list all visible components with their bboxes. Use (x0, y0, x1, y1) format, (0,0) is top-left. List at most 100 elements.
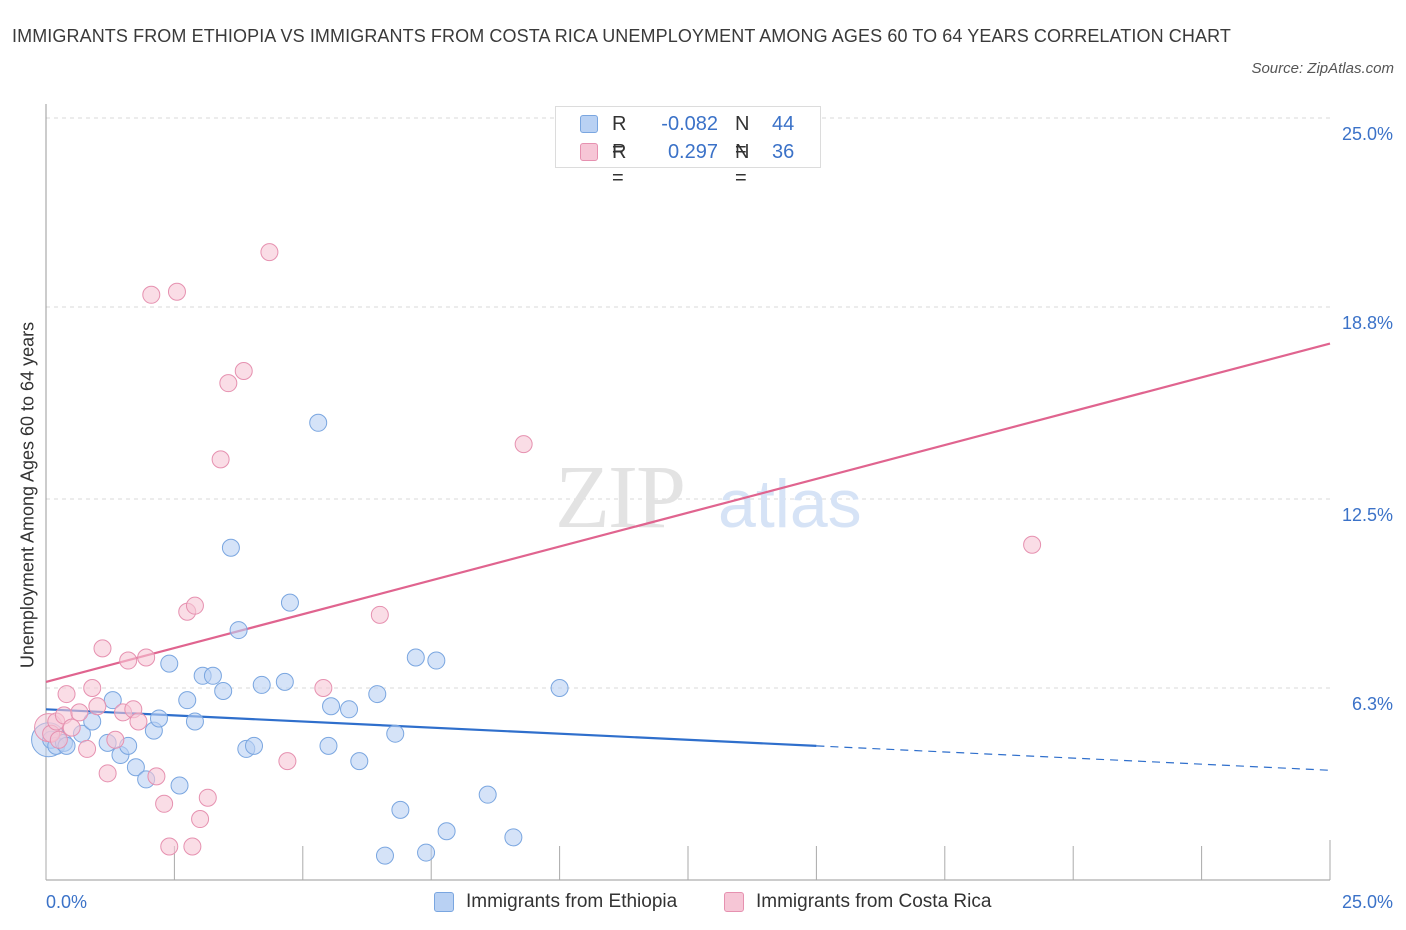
costa-rica-point (147, 767, 166, 786)
costa-rica-point (106, 730, 125, 749)
bottom-legend-ethiopia: Immigrants from Ethiopia (434, 888, 704, 916)
ethiopia-swatch (580, 115, 598, 133)
ethiopia-point (427, 651, 446, 670)
y-tick-label: 25.0% (1342, 124, 1393, 144)
ethiopia-point (309, 413, 328, 432)
ethiopia-legend-swatch (434, 892, 454, 912)
r-value: 0.297 (667, 141, 718, 163)
n-label: N = (735, 113, 750, 161)
costa-rica-point (78, 739, 97, 758)
n-value: 44 (772, 113, 795, 135)
costa-rica-point (137, 648, 156, 667)
costa-rica-point (83, 678, 102, 697)
ethiopia-point (252, 675, 271, 694)
ethiopia-point (221, 538, 240, 557)
costa-rica-point (49, 730, 68, 749)
costa-rica-point (62, 718, 81, 737)
watermark-zip: ZIP (555, 448, 684, 547)
r-value: -0.082 (661, 113, 718, 135)
watermark: ZIP atlas (555, 448, 862, 547)
costa-rica-point (370, 605, 389, 624)
ethiopia-point (126, 758, 145, 777)
ethiopia-point (368, 685, 387, 704)
ethiopia-point (406, 648, 425, 667)
costa-rica-point (160, 837, 179, 856)
costa-rica-point (191, 810, 210, 829)
ethiopia-point (275, 672, 294, 691)
ethiopia-point (375, 846, 394, 865)
chart-title: IMMIGRANTS FROM ETHIOPIA VS IMMIGRANTS F… (12, 26, 1231, 46)
ethiopia-point (160, 654, 179, 673)
ethiopia-point (280, 593, 299, 612)
r-label: R = (612, 113, 627, 161)
costa-rica-point (185, 596, 204, 615)
x-tick-label: 0.0% (46, 892, 87, 912)
ethiopia-points (31, 413, 569, 865)
ethiopia-point (437, 822, 456, 841)
costa-rica-swatch (580, 143, 598, 161)
y-axis-title: Unemployment Among Ages 60 to 64 years (17, 321, 38, 669)
ethiopia-legend-label: Immigrants from Ethiopia (466, 891, 678, 912)
costa-rica-point (198, 788, 217, 807)
costa-rica-point (514, 435, 533, 454)
y-tick-label: 18.8% (1342, 313, 1393, 333)
costa-rica-point (119, 651, 138, 670)
gridlines (46, 117, 1330, 689)
ethiopia-point (504, 828, 523, 847)
costa-rica-legend-label: Immigrants from Costa Rica (756, 891, 992, 912)
costa-rica-point (314, 678, 333, 697)
tick-labels: 6.3% 12.5% 18.8% 25.0% 0.0% 25.0% (46, 124, 1393, 912)
ethiopia-point (417, 843, 436, 862)
ethiopia-point (245, 736, 264, 755)
costa-rica-point (167, 282, 186, 301)
ethiopia-point (340, 700, 359, 719)
ethiopia-point (185, 712, 204, 731)
costa-rica-point (1023, 535, 1042, 554)
n-value: 36 (772, 141, 795, 163)
ethiopia-point (214, 682, 233, 701)
costa-rica-point (155, 794, 174, 813)
ethiopia-point (170, 776, 189, 795)
costa-rica-point (88, 697, 107, 716)
costa-rica-point (278, 752, 297, 771)
ethiopia-point (178, 691, 197, 710)
ethiopia-trend-extension (816, 745, 1331, 771)
ethiopia-point (350, 752, 369, 771)
costa-rica-legend-swatch (724, 892, 744, 912)
ethiopia-point (203, 666, 222, 685)
correlation-legend: R = -0.082 N = 44 R = 0.297 N = 36 (555, 106, 821, 189)
costa-rica-point (234, 361, 253, 380)
ethiopia-point (103, 691, 122, 710)
costa-rica-point (142, 285, 161, 304)
costa-rica-point (129, 712, 148, 731)
n-label: N = (735, 141, 750, 189)
ethiopia-trend-line (45, 708, 817, 747)
costa-rica-trend-line (45, 342, 1331, 683)
ethiopia-point (478, 785, 497, 804)
costa-rica-point (211, 450, 230, 469)
ethiopia-point (322, 697, 341, 716)
ethiopia-point (229, 621, 248, 640)
costa-rica-point (57, 685, 76, 704)
x-tick-label: 25.0% (1342, 892, 1393, 912)
costa-rica-points (34, 243, 1042, 856)
ethiopia-point (149, 709, 168, 728)
y-tick-label: 12.5% (1342, 505, 1393, 525)
y-tick-label: 6.3% (1352, 694, 1393, 714)
trend-lines (45, 342, 1331, 771)
bottom-legend-costa-rica: Immigrants from Costa Rica (724, 888, 1014, 916)
costa-rica-point (93, 639, 112, 658)
costa-rica-point (183, 837, 202, 856)
costa-rica-point (98, 764, 117, 783)
ethiopia-point (550, 678, 569, 697)
costa-rica-point (219, 374, 238, 393)
watermark-atlas: atlas (718, 466, 862, 542)
r-label: R = (612, 141, 627, 189)
costa-rica-point (260, 243, 279, 262)
source-label: Source: ZipAtlas.com (1251, 60, 1394, 77)
axes (45, 104, 1331, 881)
ethiopia-point (391, 800, 410, 819)
ethiopia-point (319, 736, 338, 755)
ethiopia-point (386, 724, 405, 743)
